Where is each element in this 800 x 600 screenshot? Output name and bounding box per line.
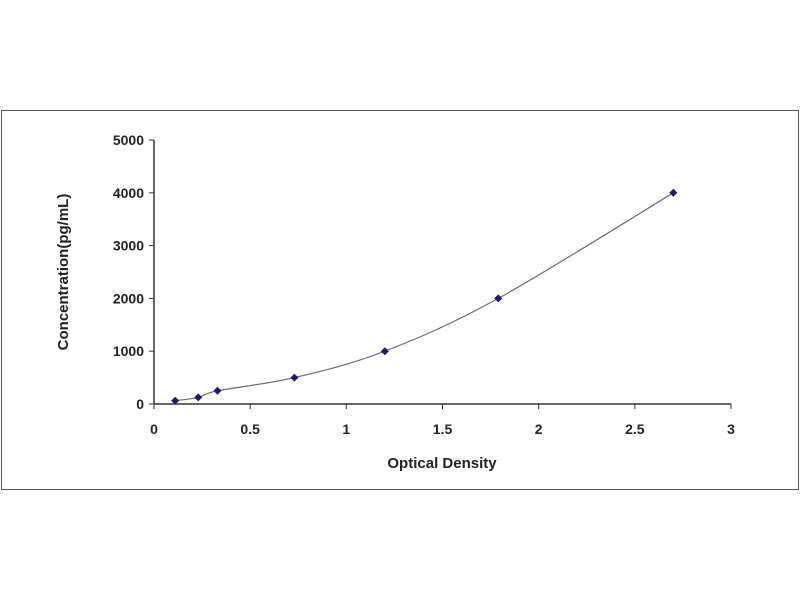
data-point xyxy=(290,373,299,382)
data-point xyxy=(213,386,222,395)
x-tick-label: 0.5 xyxy=(240,421,260,437)
x-tick-label: 1.5 xyxy=(433,421,453,437)
data-point xyxy=(171,396,180,405)
y-tick-label: 5000 xyxy=(113,132,144,148)
data-point xyxy=(494,294,503,303)
x-tick-label: 2.5 xyxy=(625,421,645,437)
x-tick-label: 1 xyxy=(342,421,350,437)
data-point xyxy=(669,188,678,197)
y-tick-label: 3000 xyxy=(113,238,144,254)
data-point xyxy=(194,393,203,402)
y-tick-label: 1000 xyxy=(113,343,144,359)
fit-curve xyxy=(175,192,674,402)
chart-frame xyxy=(1,110,799,490)
y-axis-label: Concentration(pg/mL) xyxy=(55,194,72,351)
x-axis-label: Optical Density xyxy=(387,455,497,472)
y-tick-label: 0 xyxy=(136,396,144,412)
y-tick-label: 4000 xyxy=(113,185,144,201)
x-tick-label: 0 xyxy=(150,421,158,437)
y-tick-label: 2000 xyxy=(113,290,144,306)
x-tick-label: 2 xyxy=(535,421,543,437)
x-tick-label: 3 xyxy=(727,421,735,437)
data-point xyxy=(380,347,389,356)
